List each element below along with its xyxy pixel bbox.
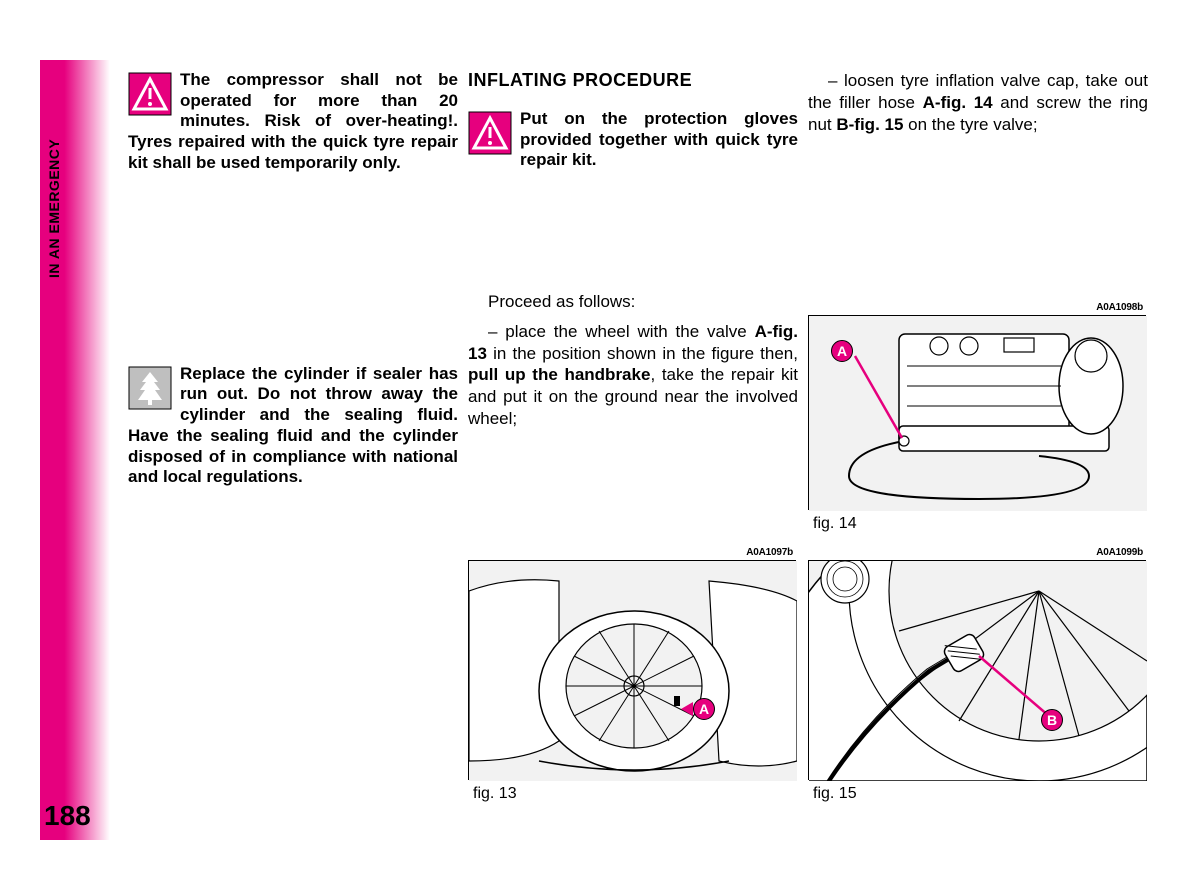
figure-13: A0A1097b (468, 560, 796, 780)
step-2: – loosen tyre inflation valve cap, take … (808, 70, 1148, 135)
fig14-callout-line (837, 346, 912, 446)
recycle-tree-icon (128, 366, 172, 410)
fig15-callout: B (1041, 709, 1063, 731)
step2-ref2: B-fig. 15 (836, 115, 903, 134)
procedure-text: Proceed as follows: – place the wheel wi… (468, 291, 798, 430)
section-label: IN AN EMERGENCY (46, 78, 62, 278)
step1-mid: in the position shown in the figure then… (487, 344, 798, 363)
warning-triangle-icon (128, 72, 172, 116)
manual-page: IN AN EMERGENCY 188 The compressor shall… (40, 60, 1160, 850)
fig15-caption: fig. 15 (813, 785, 857, 803)
step1-bold: pull up the handbrake (468, 365, 650, 384)
warning-compressor: The compressor shall not be operated for… (128, 70, 458, 174)
fig13-callout-arrow (681, 702, 693, 716)
column-2: INFLATING PROCEDURE Put on the protectio… (468, 70, 798, 438)
fig14-code: A0A1098b (1096, 302, 1143, 313)
step2-ref1: A-fig. 14 (923, 93, 993, 112)
warning-cylinder-text: Replace the cylinder if sealer has run o… (128, 364, 458, 488)
fig15-code: A0A1099b (1096, 547, 1143, 558)
figure-15: A0A1099b (808, 560, 1146, 780)
column-3: – loosen tyre inflation valve cap, take … (808, 70, 1148, 143)
inflating-heading: INFLATING PROCEDURE (468, 70, 798, 91)
warning-gloves-text: Put on the protection gloves provided to… (468, 109, 798, 171)
fig14-caption: fig. 14 (813, 515, 857, 533)
figure-14: A0A1098b (808, 315, 1146, 510)
fig13-code: A0A1097b (746, 547, 793, 558)
page-number: 188 (44, 800, 91, 832)
fig14-callout: A (831, 340, 853, 362)
fig13-callout: A (693, 698, 715, 720)
warning-triangle-icon (468, 111, 512, 155)
column-1: The compressor shall not be operated for… (128, 70, 458, 506)
step-1: – place the wheel with the valve A-fig. … (468, 321, 798, 430)
step2-post: on the tyre valve; (903, 115, 1037, 134)
proceed-label: Proceed as follows: (468, 291, 798, 313)
warning-cylinder: Replace the cylinder if sealer has run o… (128, 364, 458, 488)
content-area: The compressor shall not be operated for… (128, 70, 1158, 840)
fig13-caption: fig. 13 (473, 785, 517, 803)
warning-compressor-text: The compressor shall not be operated for… (128, 70, 458, 174)
step1-pre: – place the wheel with the valve (488, 322, 755, 341)
warning-gloves: Put on the protection gloves provided to… (468, 109, 798, 171)
fig13-illustration (469, 561, 797, 781)
